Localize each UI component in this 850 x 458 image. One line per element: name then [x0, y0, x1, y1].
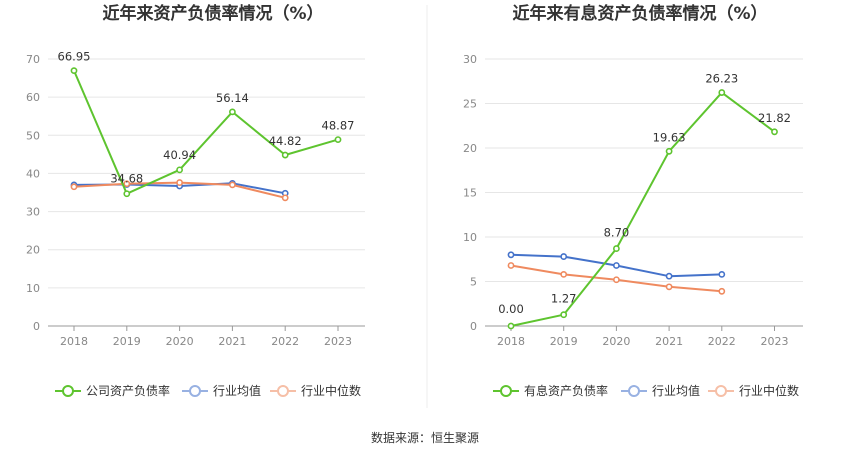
data-point: [665, 147, 673, 155]
y-tick-label: 10: [463, 231, 477, 244]
y-tick-label: 10: [26, 282, 40, 295]
data-point: [613, 245, 620, 252]
y-tick-label: 30: [463, 53, 477, 66]
data-source-note: 数据来源：恒生聚源: [371, 430, 479, 445]
data-label: 0.00: [498, 302, 524, 316]
data-point: [507, 322, 515, 330]
data-point: [123, 190, 131, 198]
data-label: 1.27: [551, 292, 577, 306]
x-tick-label: 2018: [497, 335, 525, 348]
legend-item-1[interactable]: 行业均值: [182, 383, 261, 398]
x-tick-label: 2019: [550, 335, 578, 348]
legend-swatch-marker: [715, 385, 727, 397]
x-tick-label: 2022: [708, 335, 736, 348]
legend-item-0[interactable]: 公司资产负债率: [55, 383, 170, 398]
data-label: 21.82: [758, 111, 791, 125]
data-point: [228, 108, 236, 116]
legend-swatch-marker: [189, 385, 201, 397]
y-tick-label: 30: [26, 206, 40, 219]
y-tick-label: 40: [26, 167, 40, 180]
x-tick-label: 2020: [166, 335, 194, 348]
y-tick-label: 5: [470, 276, 477, 289]
data-label: 26.23: [705, 72, 738, 86]
y-tick-label: 25: [463, 98, 477, 111]
legend-item-2[interactable]: 行业中位数: [270, 383, 361, 398]
data-point: [507, 262, 515, 269]
x-tick-label: 2018: [60, 335, 88, 348]
data-point: [176, 179, 183, 186]
data-point: [718, 270, 726, 278]
data-point: [665, 283, 673, 291]
data-point: [281, 151, 289, 159]
chart-title: 近年来有息资产负债率情况（%）: [512, 3, 767, 24]
data-label: 48.87: [322, 119, 355, 133]
data-point: [613, 262, 620, 269]
x-tick-label: 2023: [761, 335, 789, 348]
data-point: [176, 166, 183, 174]
data-point: [70, 67, 78, 75]
legend-label: 行业均值: [213, 383, 261, 398]
x-tick-label: 2020: [602, 335, 630, 348]
data-point: [123, 180, 131, 188]
data-point: [560, 270, 568, 278]
x-tick-label: 2023: [324, 335, 352, 348]
data-label: 8.70: [604, 226, 630, 240]
data-label: 66.95: [58, 50, 91, 64]
data-point: [70, 183, 78, 191]
x-tick-label: 2021: [218, 335, 246, 348]
debt-ratio-chart: 近年来资产负债率情况（%） 0 10 20 30 40 50 60 70 2018 2019 2020…: [26, 3, 365, 398]
y-tick-label: 50: [26, 129, 40, 142]
legend-item-0[interactable]: 有息资产负债率: [493, 383, 608, 398]
legend-label: 有息资产负债率: [524, 383, 608, 398]
legend-label: 行业均值: [652, 383, 700, 398]
data-point: [771, 128, 778, 136]
series-line-0: [510, 91, 776, 327]
legend-label: 公司资产负债率: [86, 383, 170, 398]
data-label: 40.94: [163, 148, 196, 162]
y-tick-label: 20: [463, 142, 477, 155]
data-label: 44.82: [269, 134, 302, 148]
data-point: [334, 136, 342, 143]
x-tick-label: 2022: [271, 335, 299, 348]
data-point: [560, 311, 568, 319]
legend-item-2[interactable]: 行业中位数: [708, 383, 799, 398]
legend-label: 行业中位数: [301, 383, 361, 398]
legend-swatch-marker: [628, 385, 640, 397]
data-point: [228, 181, 236, 189]
series-line-0: [73, 70, 339, 195]
data-point: [560, 253, 568, 260]
data-point: [718, 89, 726, 96]
legend-swatch-marker: [277, 385, 289, 397]
data-label: 19.63: [653, 130, 686, 144]
data-label: 56.14: [216, 91, 249, 105]
data-label: 34.68: [110, 172, 143, 186]
legend-swatch-marker: [62, 385, 74, 397]
x-tick-label: 2021: [655, 335, 683, 348]
data-point: [665, 272, 673, 280]
data-point: [507, 251, 515, 259]
interest-bearing-debt-ratio-chart: 近年来有息资产负债率情况（%） 0 5 10 15 20 25 30 2018 2019 2020 2…: [463, 3, 803, 398]
y-tick-label: 0: [470, 320, 477, 333]
y-tick-label: 15: [463, 187, 477, 200]
data-point: [718, 287, 726, 295]
y-tick-label: 60: [26, 91, 40, 104]
y-tick-label: 70: [26, 53, 40, 66]
data-point: [281, 194, 289, 202]
chart-title: 近年来资产负债率情况（%）: [102, 3, 323, 24]
legend-item-1[interactable]: 行业均值: [621, 383, 700, 398]
x-tick-label: 2019: [113, 335, 141, 348]
legend-label: 行业中位数: [739, 383, 799, 398]
data-point: [613, 276, 620, 284]
y-tick-label: 0: [33, 320, 40, 333]
legend-swatch-marker: [500, 385, 512, 397]
y-tick-label: 20: [26, 244, 40, 257]
